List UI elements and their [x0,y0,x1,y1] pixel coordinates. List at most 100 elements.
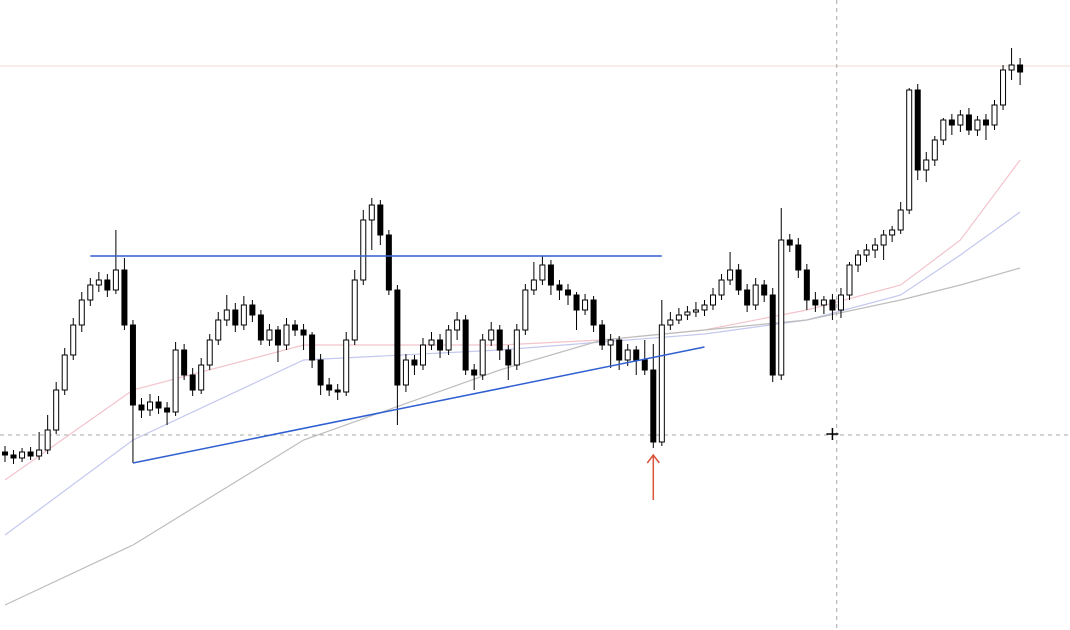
candle-body [752,284,759,306]
candle-body [590,299,597,326]
candle-body [70,324,77,356]
candle-body [112,269,119,291]
candle-body [121,269,128,326]
candle-body [300,329,307,336]
candle-body [513,329,520,366]
candle-body [155,401,162,409]
candle-body [948,119,955,126]
candle-body [394,289,401,386]
candle-body [1017,64,1024,73]
candle-body [189,374,196,391]
candle-body [931,139,938,161]
candle-body [667,319,674,326]
candle-body [795,244,802,271]
candle-body [27,451,34,457]
candle-body [61,354,68,391]
candle-body [718,279,725,296]
candle-body [855,254,862,266]
candle-body [36,449,43,457]
cursor [826,428,839,440]
candle-body [547,264,554,286]
candle-body [181,349,188,376]
candle-body [897,209,904,231]
candle-body [164,407,171,413]
candle-body [957,114,964,126]
candle-body [292,324,299,331]
candle-body [641,359,648,371]
candle-body [198,364,205,391]
candle-body [104,279,111,291]
candle-body [872,244,879,251]
candle-body [786,239,793,246]
candle-body [735,269,742,291]
candle-body [129,324,136,406]
candle-body [437,339,444,351]
candle-body [820,299,827,306]
candle-body [539,264,546,281]
candle-body [454,319,461,331]
candle-body [1000,69,1007,106]
candle-body [616,339,623,361]
candle-body [564,289,571,296]
candle-body [326,384,333,391]
candle-body [368,204,375,221]
candle-body [138,404,145,411]
candle-body [445,329,452,351]
candle-body [249,304,256,316]
candle-body [658,324,665,443]
candle-body [240,304,247,326]
candle-body [95,279,102,286]
candle-body [837,294,844,311]
candle-body [360,219,367,281]
candle-body [53,389,60,431]
candle-body [991,104,998,126]
candle-body [982,119,989,126]
candle-body [419,344,426,366]
candle-body [803,269,810,301]
candle-body [377,204,384,236]
candle-body [778,239,785,376]
candle-body [829,299,836,311]
candle-body [471,369,478,376]
candle-body [496,329,503,351]
candle-body [710,294,717,306]
candle-body [599,324,606,346]
candle-body [769,294,776,376]
candle-body [692,309,699,313]
candle-body [274,329,281,346]
candle-body [385,234,392,291]
candle-body [309,334,316,361]
candle-body [283,324,290,346]
candle-body [530,279,537,291]
candle-body [684,311,691,316]
candle-body [257,314,264,341]
candle-body [573,294,580,311]
candle-body [923,159,930,171]
candle-body [974,119,981,131]
candle-body [334,389,341,393]
candle-body [556,284,563,291]
candle-body [965,114,972,131]
candle-body [761,284,768,296]
candle-body [1008,64,1015,71]
candle-body [44,429,51,451]
candle-body [172,349,179,413]
moving-average [4,211,1021,536]
candle-body [889,229,896,236]
candle-body [624,349,631,361]
candle-body [1,451,8,456]
candle-body [633,349,640,361]
candle-body [428,339,435,346]
candle-body [607,339,614,346]
candle-body [411,359,418,366]
candle-body [906,89,913,211]
candle-body [343,339,350,393]
candle-body [727,269,734,281]
candle-body [19,451,26,459]
candle-body [701,304,708,311]
candle-body [462,319,469,371]
trend-line [132,346,705,464]
candle-body [351,279,358,341]
candle-body [87,284,94,301]
